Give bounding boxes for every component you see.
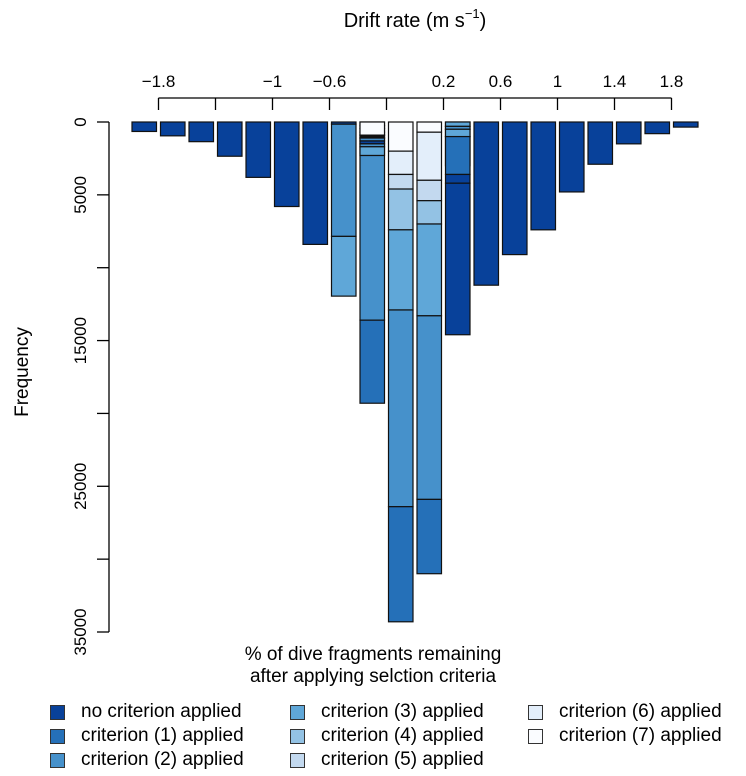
- legend-label: criterion (4) applied: [321, 725, 484, 746]
- bar-segment: [473, 121, 500, 286]
- bar-segment: [387, 173, 414, 190]
- bar-segment: [359, 319, 386, 404]
- histogram-chart: Drift rate (m s−1) −1.8 −1 −0.6 0.2 0.6 1 1.4 1…: [12, 6, 699, 656]
- legend-item: criterion (5) applied: [290, 748, 484, 772]
- bar-segment: [416, 121, 443, 133]
- bar-segment: [330, 235, 357, 297]
- bar-segment: [587, 121, 614, 165]
- legend-item: criterion (3) applied: [290, 700, 484, 724]
- legend-swatch: [50, 704, 65, 720]
- top-axis-tick-label: −0.6: [313, 72, 347, 91]
- legend-swatch: [528, 704, 543, 720]
- left-axis: 0 5000 15000 25000 35000: [71, 117, 110, 656]
- bar-segment: [444, 173, 471, 184]
- bar-segment: [387, 121, 414, 152]
- left-axis-tick-label: 25000: [71, 463, 90, 510]
- bar-segment: [387, 229, 414, 311]
- bar-segment: [387, 150, 414, 176]
- top-axis-tick-label: −1: [263, 72, 282, 91]
- legend-label: criterion (3) applied: [321, 701, 484, 722]
- left-axis-tick-label: 0: [71, 117, 90, 126]
- bar-segment: [302, 121, 329, 246]
- bar-segment: [416, 315, 443, 500]
- bar-segment: [416, 223, 443, 317]
- bar-segment: [501, 121, 528, 256]
- bar-segment: [359, 121, 386, 136]
- bar-segment: [558, 121, 585, 193]
- bar-segment: [330, 123, 357, 237]
- legend-swatch: [528, 728, 543, 744]
- legend: no criterion applied criterion (1) applie…: [50, 700, 746, 776]
- top-axis: −1.8 −1 −0.6 0.2 0.6 1 1.4 1.8: [142, 72, 684, 110]
- legend-item: criterion (2) applied: [50, 748, 244, 772]
- legend-swatch: [290, 704, 305, 720]
- top-axis-title: Drift rate (m s−1): [344, 6, 487, 32]
- bar-segment: [245, 121, 272, 178]
- top-axis-tick-label: −1.8: [142, 72, 176, 91]
- top-axis-tick-label: 0.2: [432, 72, 456, 91]
- subtitle-line2: after applying selction criteria: [249, 666, 497, 687]
- legend-label: criterion (2) applied: [81, 749, 244, 770]
- legend-swatch: [290, 752, 305, 768]
- bar-segment: [530, 121, 557, 231]
- bar-segment: [444, 135, 471, 176]
- bar-segment: [159, 121, 186, 137]
- bar-segment: [387, 309, 414, 508]
- bar-segment: [444, 121, 471, 127]
- top-axis-tick-label: 0.6: [489, 72, 513, 91]
- bar-segment: [672, 121, 699, 128]
- bar-segment: [216, 121, 243, 157]
- bar-segment: [131, 121, 158, 133]
- top-axis-tick-label: 1.8: [660, 72, 684, 91]
- legend-item: criterion (6) applied: [528, 700, 722, 724]
- legend-item: criterion (4) applied: [290, 724, 484, 748]
- legend-label: criterion (1) applied: [81, 725, 244, 746]
- bar-segment: [273, 121, 300, 208]
- bar-segment: [444, 182, 471, 336]
- subtitle-line1: % of dive fragments remaining: [244, 644, 502, 665]
- legend-swatch: [290, 728, 305, 744]
- legend-item: criterion (7) applied: [528, 724, 722, 748]
- y-axis-label: Frequency: [12, 327, 33, 417]
- legend-label: criterion (7) applied: [559, 725, 722, 746]
- left-axis-tick-label: 15000: [71, 317, 90, 364]
- legend-item: no criterion applied: [50, 700, 242, 724]
- bars-group: [131, 121, 699, 623]
- legend-label: criterion (5) applied: [321, 749, 484, 770]
- bar-segment: [416, 200, 443, 225]
- left-axis-tick-label: 5000: [71, 176, 90, 214]
- bar-segment: [615, 121, 642, 145]
- legend-swatch: [50, 728, 65, 744]
- top-axis-tick-label: 1.4: [603, 72, 627, 91]
- legend-item: criterion (1) applied: [50, 724, 244, 748]
- legend-swatch: [50, 752, 65, 768]
- bar-segment: [359, 146, 386, 157]
- bar-segment: [416, 131, 443, 181]
- bar-segment: [387, 506, 414, 623]
- bar-segment: [359, 154, 386, 321]
- legend-label: no criterion applied: [81, 701, 242, 722]
- bar-segment: [644, 121, 671, 135]
- legend-label: criterion (6) applied: [559, 701, 722, 722]
- bar-segment: [387, 188, 414, 231]
- top-axis-tick-label: 1: [553, 72, 562, 91]
- bar-segment: [416, 498, 443, 575]
- bar-segment: [444, 128, 471, 138]
- left-axis-tick-label: 35000: [71, 608, 90, 655]
- bar-segment: [416, 179, 443, 202]
- bar-segment: [188, 121, 215, 143]
